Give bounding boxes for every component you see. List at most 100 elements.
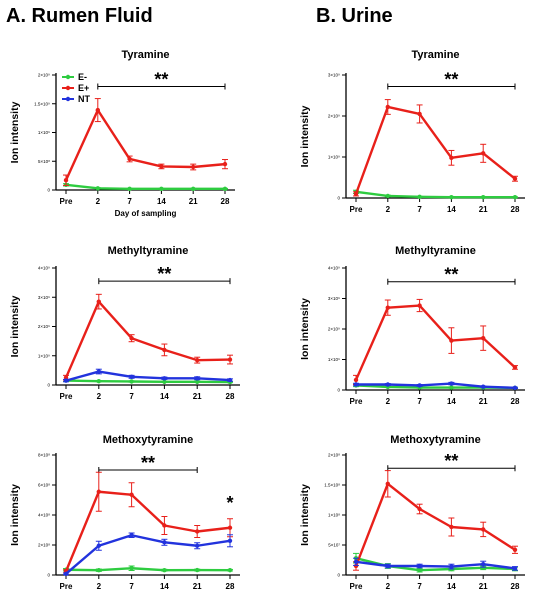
y-tick-label: 0 bbox=[47, 188, 50, 193]
y-tick-label: 4×10⁹ bbox=[328, 266, 340, 271]
y-tick-label: 0 bbox=[337, 573, 340, 578]
data-point bbox=[195, 379, 200, 384]
x-tick-label: 14 bbox=[160, 582, 169, 591]
data-point bbox=[353, 382, 359, 387]
charts-container: Tyramine Ion intensity 0 5×10⁸ 1×10⁹ 1.5×10⁹ 2… bbox=[9, 49, 525, 591]
data-point bbox=[95, 107, 101, 113]
y-tick-label: 0 bbox=[337, 388, 340, 393]
x-tick-label: 28 bbox=[226, 392, 235, 401]
data-point bbox=[417, 303, 422, 308]
y-tick-label: 2×10⁸ bbox=[38, 543, 50, 548]
data-point bbox=[227, 357, 233, 362]
data-point bbox=[385, 104, 390, 110]
significance-label: ** bbox=[141, 453, 155, 473]
data-point bbox=[449, 338, 454, 343]
significance-label: ** bbox=[154, 70, 168, 90]
x-tick-label: 7 bbox=[417, 397, 422, 406]
series-E- bbox=[353, 552, 518, 573]
y-tick-label: 4×10⁹ bbox=[38, 266, 50, 271]
y-tick-label: 1×10⁹ bbox=[38, 353, 50, 358]
data-point bbox=[195, 376, 200, 381]
data-point bbox=[159, 164, 164, 169]
x-tick-label: 14 bbox=[447, 397, 456, 406]
data-point bbox=[162, 376, 167, 381]
data-point bbox=[191, 186, 196, 192]
x-tick-label: 7 bbox=[129, 582, 134, 591]
series-E+ bbox=[353, 298, 518, 386]
data-point bbox=[96, 299, 102, 304]
y-tick-label: 0 bbox=[337, 196, 340, 201]
x-tick-label: 21 bbox=[193, 582, 202, 591]
x-tick-label: Pre bbox=[60, 197, 73, 206]
series-E+ bbox=[63, 98, 228, 186]
data-point bbox=[512, 194, 518, 200]
legend-label: E+ bbox=[78, 83, 89, 93]
y-tick-label: 4×10⁸ bbox=[38, 513, 50, 518]
data-point bbox=[162, 523, 167, 528]
x-tick-label: Pre bbox=[60, 582, 73, 591]
y-tick-label: 2×10⁹ bbox=[38, 73, 50, 78]
chart-4: Methyltyramine Ion intensity 0 1×10⁹ 2×10⁹ 3×… bbox=[299, 245, 525, 406]
legend-marker bbox=[65, 85, 71, 91]
data-point bbox=[449, 524, 454, 530]
series-line bbox=[354, 105, 516, 195]
y-tick-label: 6×10⁸ bbox=[38, 483, 50, 488]
data-point bbox=[481, 384, 486, 389]
data-point bbox=[385, 193, 390, 199]
data-point bbox=[353, 559, 359, 564]
data-point bbox=[449, 155, 454, 161]
series-NT bbox=[63, 532, 233, 576]
data-point bbox=[227, 568, 233, 573]
x-tick-label: 14 bbox=[447, 582, 456, 591]
series-line bbox=[64, 490, 231, 572]
y-axis-label: Ion intensity bbox=[9, 295, 21, 357]
x-axis-label: Day of sampling bbox=[115, 209, 177, 218]
data-point bbox=[222, 161, 228, 167]
chart-title: Methyltyramine bbox=[395, 245, 476, 257]
data-point bbox=[353, 377, 359, 383]
x-tick-label: 2 bbox=[97, 392, 102, 401]
x-tick-label: 2 bbox=[386, 205, 391, 214]
series-E+ bbox=[353, 470, 518, 571]
data-point bbox=[417, 506, 422, 512]
series-line bbox=[65, 567, 231, 572]
x-tick-label: 21 bbox=[479, 205, 488, 214]
x-tick-label: 7 bbox=[127, 197, 132, 206]
x-tick-label: 21 bbox=[479, 397, 488, 406]
data-point bbox=[63, 571, 69, 576]
data-point bbox=[481, 527, 486, 532]
x-tick-label: 21 bbox=[193, 392, 202, 401]
data-point bbox=[63, 378, 69, 383]
data-point bbox=[129, 379, 134, 384]
data-point bbox=[481, 562, 486, 567]
x-tick-label: 14 bbox=[157, 197, 166, 206]
series-line bbox=[354, 482, 516, 567]
data-point bbox=[195, 529, 200, 534]
data-point bbox=[96, 543, 102, 548]
y-tick-label: 1.5×10⁹ bbox=[34, 101, 50, 106]
series-E- bbox=[63, 182, 228, 192]
y-tick-label: 1×10⁹ bbox=[38, 130, 50, 135]
chart-title: Tyramine bbox=[411, 49, 459, 61]
y-axis-label: Ion intensity bbox=[299, 105, 311, 167]
data-point bbox=[385, 563, 390, 569]
data-point bbox=[417, 568, 422, 573]
data-point bbox=[481, 335, 486, 341]
data-point bbox=[385, 382, 390, 387]
data-point bbox=[129, 336, 134, 341]
y-axis-label: Ion intensity bbox=[299, 298, 311, 360]
y-tick-label: 0 bbox=[47, 383, 50, 388]
data-point bbox=[159, 186, 164, 192]
y-axis-label: Ion intensity bbox=[9, 101, 21, 163]
legend-label: NT bbox=[78, 94, 90, 104]
data-point bbox=[481, 194, 486, 200]
series-NT bbox=[63, 368, 233, 383]
chart-1: Methyltyramine Ion intensity 0 1×10⁹ 2×10⁹ 3×… bbox=[9, 245, 240, 401]
data-point bbox=[195, 567, 200, 573]
data-point bbox=[481, 565, 486, 570]
data-point bbox=[449, 564, 454, 569]
data-point bbox=[227, 538, 233, 543]
x-tick-label: 14 bbox=[160, 392, 169, 401]
y-tick-label: 2×10⁸ bbox=[328, 453, 340, 458]
series-line bbox=[65, 379, 231, 384]
